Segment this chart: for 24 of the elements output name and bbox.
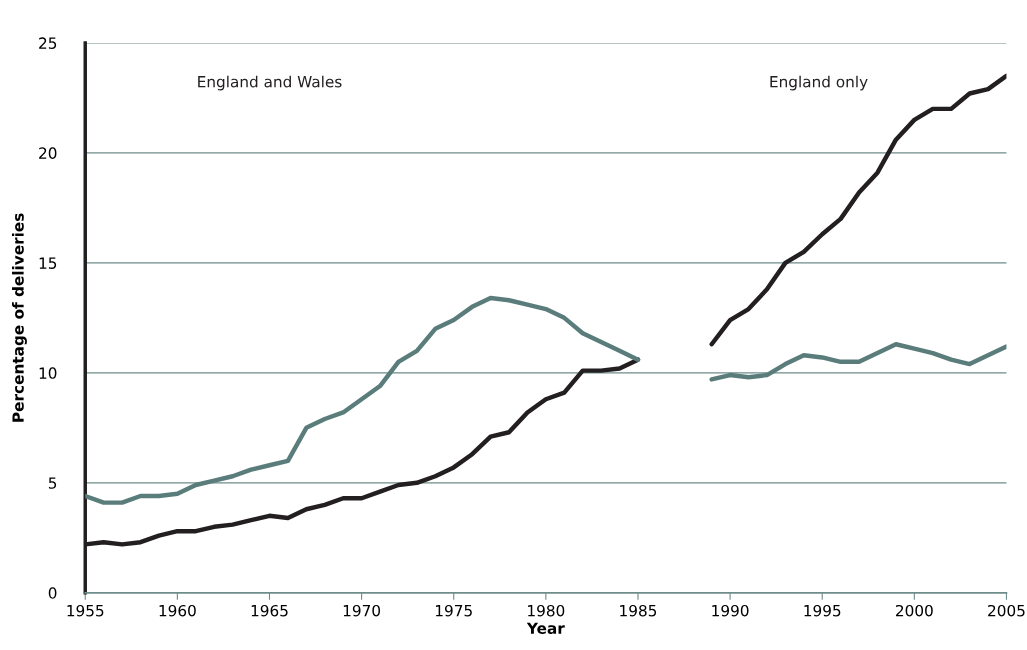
y-axis-title: Percentage of deliveries <box>12 213 27 422</box>
y-tick-label: 15 <box>39 257 57 269</box>
x-tick-label: 2005 <box>988 604 1025 617</box>
x-tick-label: 1975 <box>435 604 472 617</box>
x-tick-label: 1985 <box>620 604 657 617</box>
x-axis-title: Year <box>526 622 565 634</box>
annotation: England and Wales <box>198 75 342 91</box>
x-tick-label: 1995 <box>804 604 841 617</box>
y-tick-label: 10 <box>39 367 57 379</box>
x-tick-label: 1955 <box>67 604 104 617</box>
y-tick-label: 0 <box>48 587 57 599</box>
y-tick-label: 20 <box>39 147 57 159</box>
x-tick-label: 2000 <box>896 604 933 617</box>
y-tick-label: 5 <box>48 477 57 489</box>
line-series <box>709 73 1007 347</box>
x-tick-label: 1965 <box>251 604 288 617</box>
x-tick-label: 1970 <box>343 604 381 617</box>
line-series <box>85 295 641 505</box>
x-tick-label: 1990 <box>712 604 749 617</box>
y-tick-label: 25 <box>39 37 57 49</box>
x-tick-label: 1960 <box>159 604 196 617</box>
annotation: England only <box>770 75 868 91</box>
x-tick-label: 1980 <box>528 604 565 617</box>
line-series <box>709 342 1007 382</box>
